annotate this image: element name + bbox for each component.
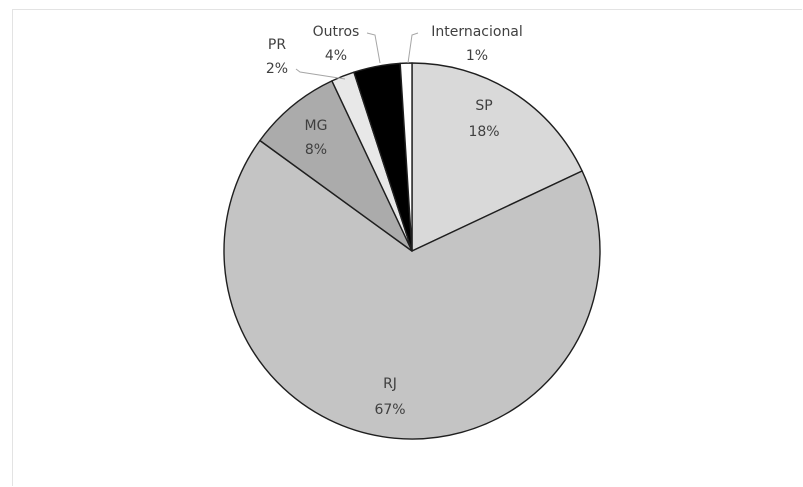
slice-label-pr-percent: 2%: [266, 61, 288, 77]
leader-lines: [295, 32, 419, 80]
slice-label-outros-percent: 4%: [325, 48, 347, 64]
slice-label-sp-percent: 18%: [468, 124, 499, 140]
pie-slice-internacional: [399, 62, 413, 252]
leader-line-internacional: [407, 32, 419, 64]
slice-label-mg-percent: 8%: [305, 142, 327, 158]
pie-slice-rj: [223, 139, 601, 440]
slice-label-mg-name: MG: [305, 118, 328, 134]
slice-label-rj-percent: 67%: [374, 402, 405, 418]
leader-line-pr: [295, 68, 346, 80]
slice-label-sp-name: SP: [475, 98, 492, 114]
slice-label-internacional-percent: 1%: [466, 48, 488, 64]
slice-label-pr-name: PR: [268, 37, 286, 53]
pie-slice-mg: [259, 80, 413, 252]
slice-label-outros-name: Outros: [313, 24, 360, 40]
chart-frame: [12, 9, 802, 486]
pie-slices: [223, 62, 601, 440]
slice-label-rj-name: RJ: [383, 376, 397, 392]
slice-label-internacional-name: Internacional: [431, 24, 523, 40]
pie-slice-sp: [411, 62, 583, 252]
leader-line-outros: [366, 32, 381, 64]
